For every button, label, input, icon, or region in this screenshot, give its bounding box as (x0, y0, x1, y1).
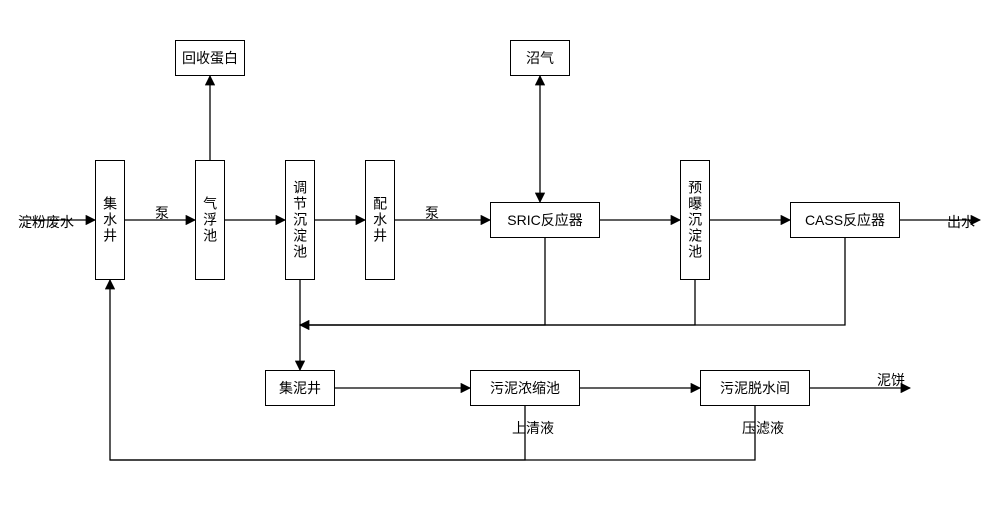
label-pump2: 泵 (423, 203, 441, 223)
node-label: 回收蛋白 (182, 49, 238, 67)
node-label: 气浮池 (201, 196, 219, 244)
node-sludge_thicken: 污泥浓缩池 (470, 370, 580, 406)
node-sludge_pit: 集泥井 (265, 370, 335, 406)
label-cake: 泥饼 (875, 370, 907, 390)
node-label: 集水井 (101, 196, 119, 244)
node-label: 配水井 (371, 196, 389, 244)
node-protein: 回收蛋白 (175, 40, 245, 76)
node-settle: 调节沉淀池 (285, 160, 315, 280)
node-air_float: 气浮池 (195, 160, 225, 280)
node-label: 沼气 (526, 49, 554, 67)
label-in: 淀粉废水 (16, 212, 76, 232)
node-dist_well: 配水井 (365, 160, 395, 280)
node-pre_aeration: 预曝沉淀池 (680, 160, 710, 280)
node-sludge_dewater: 污泥脱水间 (700, 370, 810, 406)
node-label: 污泥脱水间 (720, 379, 790, 397)
label-supern: 上清液 (510, 418, 556, 438)
node-label: 调节沉淀池 (291, 180, 309, 260)
node-label: 污泥浓缩池 (490, 379, 560, 397)
node-label: SRIC反应器 (507, 211, 582, 229)
node-label: 预曝沉淀池 (686, 180, 704, 260)
node-biogas: 沼气 (510, 40, 570, 76)
label-filtrate: 压滤液 (740, 418, 786, 438)
label-pump1: 泵 (153, 203, 171, 223)
arrows-layer (0, 0, 1000, 517)
edge-18 (110, 280, 755, 460)
label-out: 出水 (945, 212, 977, 232)
node-label: CASS反应器 (805, 211, 885, 229)
node-sric: SRIC反应器 (490, 202, 600, 238)
edge-17 (110, 406, 525, 460)
node-collect_well: 集水井 (95, 160, 125, 280)
node-cass: CASS反应器 (790, 202, 900, 238)
edge-10 (300, 238, 545, 325)
node-label: 集泥井 (279, 379, 321, 397)
edge-11 (300, 280, 695, 325)
